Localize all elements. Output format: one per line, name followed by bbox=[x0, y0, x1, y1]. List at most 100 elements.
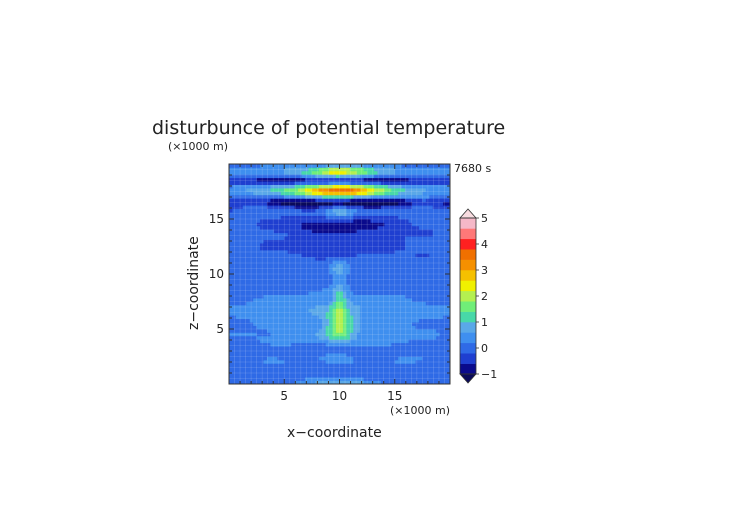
heatmap-cell bbox=[329, 229, 333, 234]
heatmap-cell bbox=[232, 366, 237, 371]
heatmap-cell bbox=[273, 301, 278, 306]
heatmap-cell bbox=[280, 253, 285, 258]
heatmap-cell bbox=[284, 253, 289, 258]
heatmap-cell bbox=[301, 356, 306, 361]
heatmap-cell bbox=[422, 177, 427, 182]
heatmap-cell bbox=[256, 260, 261, 265]
heatmap-cell bbox=[367, 277, 371, 282]
heatmap-cell bbox=[249, 270, 254, 275]
heatmap-cell bbox=[353, 164, 358, 168]
heatmap-cell bbox=[315, 277, 320, 282]
heatmap-cell bbox=[408, 201, 413, 206]
heatmap-cell bbox=[270, 363, 275, 368]
heatmap-cell bbox=[443, 174, 447, 179]
heatmap-cell bbox=[339, 188, 344, 192]
heatmap-cell bbox=[439, 208, 444, 213]
heatmap-cell bbox=[315, 346, 320, 350]
heatmap-cell bbox=[291, 205, 295, 210]
heatmap-cell bbox=[422, 191, 427, 196]
heatmap-cell bbox=[232, 267, 237, 271]
heatmap-cell bbox=[384, 342, 389, 347]
heatmap-cell bbox=[277, 222, 282, 227]
heatmap-cell bbox=[298, 267, 302, 271]
heatmap-cell bbox=[398, 194, 402, 199]
heatmap-cell bbox=[342, 267, 347, 271]
heatmap-cell bbox=[332, 277, 337, 282]
heatmap-cell bbox=[339, 380, 344, 385]
heatmap-cell bbox=[284, 201, 289, 206]
heatmap-cell bbox=[394, 311, 399, 316]
heatmap-cell bbox=[266, 249, 271, 254]
heatmap-cell bbox=[377, 284, 382, 289]
heatmap-cell bbox=[374, 253, 378, 258]
heatmap-cell bbox=[408, 294, 413, 299]
heatmap-cell bbox=[339, 346, 344, 350]
heatmap-cell bbox=[311, 280, 316, 285]
heatmap-cell bbox=[394, 188, 399, 192]
heatmap-cell bbox=[425, 177, 430, 182]
heatmap-cell bbox=[432, 329, 437, 333]
heatmap-cell bbox=[256, 205, 261, 210]
heatmap-cell bbox=[291, 170, 295, 175]
heatmap-cell bbox=[301, 294, 306, 299]
heatmap-cell bbox=[277, 256, 282, 261]
heatmap-cell bbox=[246, 181, 251, 185]
heatmap-cell bbox=[418, 243, 423, 247]
heatmap-cell bbox=[291, 212, 295, 216]
heatmap-cell bbox=[291, 304, 295, 309]
heatmap-cell bbox=[356, 201, 361, 206]
heatmap-cell bbox=[304, 329, 309, 333]
heatmap-cell bbox=[412, 298, 416, 302]
heatmap-cell bbox=[391, 277, 396, 282]
heatmap-cell bbox=[363, 318, 368, 323]
heatmap-cell bbox=[304, 380, 309, 385]
heatmap-cell bbox=[356, 167, 361, 172]
heatmap-cell bbox=[263, 291, 268, 295]
heatmap-cell bbox=[273, 260, 278, 265]
heatmap-cell bbox=[432, 256, 437, 261]
heatmap-cell bbox=[273, 322, 278, 326]
heatmap-cell bbox=[298, 291, 302, 295]
heatmap-cell bbox=[353, 243, 358, 247]
heatmap-cell bbox=[253, 356, 257, 361]
heatmap-cell bbox=[235, 366, 240, 371]
heatmap-cell bbox=[336, 201, 340, 206]
heatmap-cell bbox=[415, 215, 420, 220]
heatmap-cell bbox=[263, 274, 268, 278]
heatmap-cell bbox=[301, 184, 306, 189]
heatmap-cell bbox=[318, 304, 323, 309]
heatmap-cell bbox=[342, 304, 347, 309]
heatmap-cell bbox=[429, 349, 434, 354]
heatmap-cell bbox=[325, 346, 330, 350]
heatmap-cell bbox=[415, 225, 420, 230]
heatmap-cell bbox=[256, 287, 261, 292]
heatmap-cell bbox=[266, 287, 271, 292]
heatmap-cell bbox=[398, 339, 402, 344]
heatmap-cell bbox=[277, 184, 282, 189]
heatmap-cell bbox=[235, 291, 240, 295]
heatmap-cell bbox=[315, 349, 320, 354]
heatmap-cell bbox=[429, 335, 434, 340]
heatmap-cell bbox=[408, 304, 413, 309]
heatmap-cell bbox=[394, 215, 399, 220]
heatmap-cell bbox=[374, 280, 378, 285]
heatmap-cell bbox=[280, 356, 285, 361]
heatmap-cell bbox=[304, 222, 309, 227]
heatmap-cell bbox=[318, 225, 323, 230]
heatmap-cell bbox=[394, 377, 399, 381]
heatmap-cell bbox=[270, 260, 275, 265]
heatmap-cell bbox=[436, 188, 440, 192]
heatmap-cell bbox=[249, 236, 254, 240]
heatmap-cell bbox=[425, 219, 430, 223]
heatmap-cell bbox=[277, 315, 282, 320]
heatmap-cell bbox=[391, 181, 396, 185]
heatmap-cell bbox=[415, 208, 420, 213]
heatmap-cell bbox=[263, 263, 268, 268]
heatmap-cell bbox=[294, 270, 299, 275]
heatmap-cell bbox=[429, 219, 434, 223]
heatmap-cell bbox=[270, 243, 275, 247]
heatmap-cell bbox=[446, 270, 451, 275]
heatmap-cell bbox=[374, 373, 378, 378]
heatmap-cell bbox=[263, 284, 268, 289]
heatmap-cell bbox=[391, 318, 396, 323]
